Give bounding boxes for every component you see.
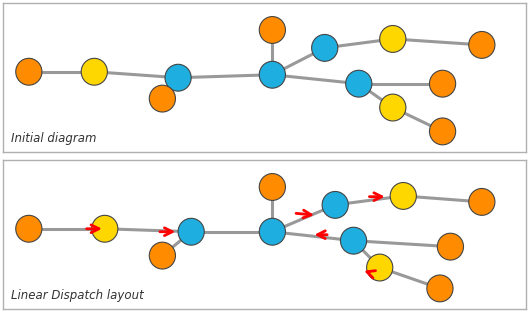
Ellipse shape (149, 85, 176, 112)
Text: Initial diagram: Initial diagram (11, 132, 96, 145)
Ellipse shape (149, 242, 176, 269)
Ellipse shape (259, 218, 286, 245)
Ellipse shape (92, 215, 118, 242)
Ellipse shape (178, 218, 204, 245)
Ellipse shape (469, 31, 495, 58)
Ellipse shape (380, 94, 406, 121)
Ellipse shape (390, 182, 416, 209)
Ellipse shape (322, 192, 348, 218)
Ellipse shape (165, 64, 191, 91)
Ellipse shape (259, 17, 286, 43)
Ellipse shape (312, 35, 338, 61)
Ellipse shape (367, 254, 393, 281)
Ellipse shape (16, 58, 42, 85)
Text: Linear Dispatch layout: Linear Dispatch layout (11, 289, 143, 302)
Ellipse shape (380, 25, 406, 52)
Ellipse shape (345, 70, 372, 97)
Ellipse shape (430, 118, 455, 145)
Ellipse shape (259, 61, 286, 88)
Ellipse shape (427, 275, 453, 302)
Ellipse shape (469, 188, 495, 215)
Ellipse shape (437, 233, 463, 260)
Ellipse shape (16, 215, 42, 242)
Ellipse shape (341, 227, 367, 254)
Ellipse shape (259, 174, 286, 200)
Ellipse shape (430, 70, 455, 97)
Ellipse shape (81, 58, 107, 85)
